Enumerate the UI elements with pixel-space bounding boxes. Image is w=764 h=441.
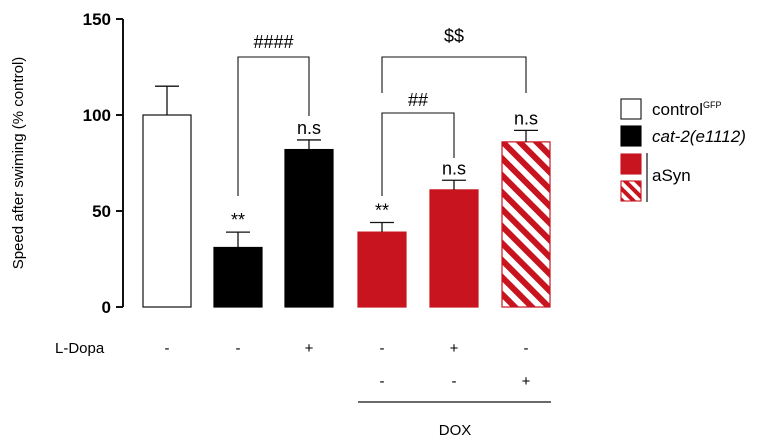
condition-value: - (165, 340, 170, 357)
legend-swatch (620, 98, 642, 120)
condition-value: - (236, 340, 241, 357)
legend-label: controlGFP (652, 100, 722, 119)
comparison-bracket (381, 112, 455, 196)
dox-label: DOX (439, 422, 472, 439)
bar-annotation: ** (231, 210, 245, 230)
bar (213, 246, 263, 308)
bar (142, 114, 192, 308)
condition-value: + (522, 373, 531, 390)
y-tick-label: 0 (102, 298, 111, 317)
condition-label: L-Dopa (55, 340, 105, 357)
bar (357, 231, 407, 308)
y-tick-label: 100 (83, 106, 111, 125)
legend-label: aSyn (652, 166, 691, 185)
bar (429, 189, 479, 308)
bar-annotation: n.s (297, 118, 321, 138)
bar (501, 141, 551, 308)
comparison-label: ## (408, 90, 428, 110)
condition-value: - (452, 373, 457, 390)
legend-label: cat-2(e1112) (652, 127, 746, 146)
condition-value: - (524, 340, 529, 357)
condition-table: L-Dopa - - + - + - - - + (55, 340, 531, 390)
y-tick-label: 50 (92, 202, 111, 221)
condition-value: - (380, 340, 385, 357)
legend: controlGFP cat-2(e1112) aSyn (620, 98, 746, 202)
y-axis-label: Speed after swiming (% control) (10, 57, 27, 270)
legend-swatch (620, 125, 642, 147)
bar-annotation: n.s (514, 108, 538, 128)
bar (284, 148, 334, 308)
y-axis: 0 50 100 150 (83, 10, 124, 317)
comparison-bracket (381, 56, 527, 93)
comparison-bracket (237, 56, 310, 196)
y-tick-label: 150 (83, 10, 111, 29)
condition-value: - (380, 373, 385, 390)
legend-swatch (620, 180, 642, 202)
condition-value: + (305, 340, 314, 357)
legend-swatch (620, 153, 642, 175)
condition-value: + (450, 340, 459, 357)
bar-annotation: ** (375, 201, 389, 221)
bars: ** n.s ** n.s n.s (142, 85, 551, 308)
comparison-label: $$ (444, 26, 464, 46)
bar-annotation: n.s (442, 158, 466, 178)
comparison-brackets: ######$$ (237, 26, 527, 196)
comparison-label: #### (253, 32, 293, 52)
